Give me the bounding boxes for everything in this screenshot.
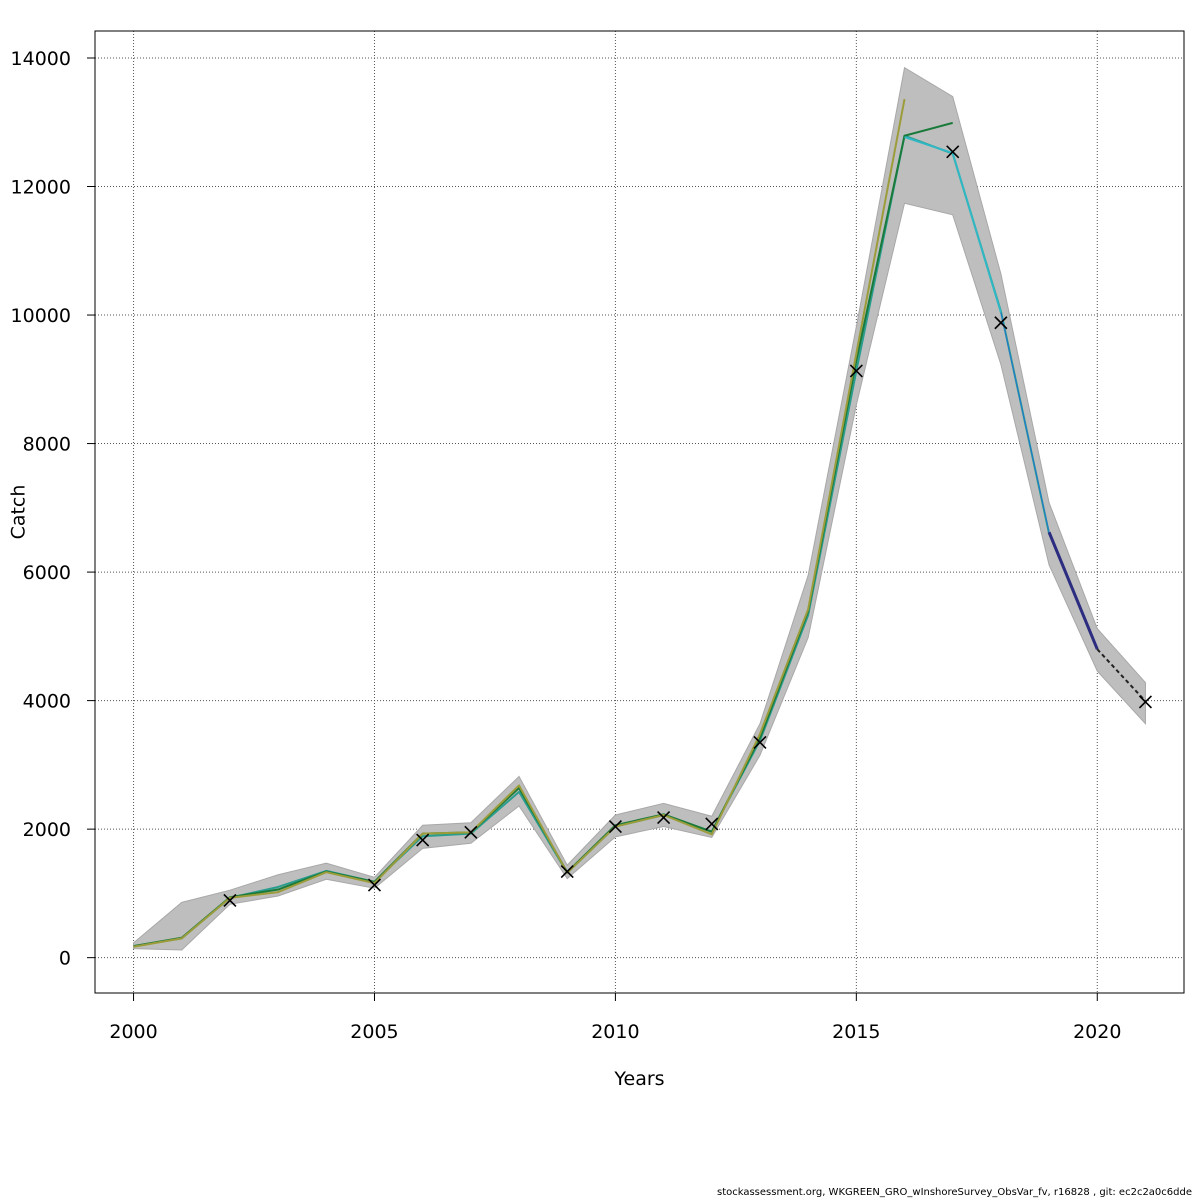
observation-point <box>416 833 430 847</box>
observation-mark <box>416 833 430 847</box>
y-axis-label: Catch <box>8 485 30 540</box>
observation-mark <box>608 819 622 834</box>
observation-mark <box>994 316 1008 330</box>
x-tick-label: 2020 <box>1073 1021 1121 1043</box>
series-line-3 <box>133 98 906 948</box>
x-tick-label: 2015 <box>832 1021 880 1043</box>
observation-mark <box>753 735 767 749</box>
observation-point <box>367 878 382 892</box>
y-tick-label: 10000 <box>11 305 71 327</box>
series-line-4 <box>904 136 1002 313</box>
y-tick-label: 4000 <box>23 691 71 713</box>
y-tick-label: 6000 <box>23 562 71 584</box>
observation-point <box>994 316 1008 330</box>
observation-point <box>753 735 767 749</box>
x-tick-label: 2010 <box>591 1021 639 1043</box>
series-line-5 <box>1000 312 1050 533</box>
observation-point <box>849 364 863 378</box>
series-line-7 <box>1096 648 1147 702</box>
observation-point <box>560 864 574 879</box>
confidence-band <box>133 66 1146 951</box>
y-tick-label: 0 <box>59 948 71 970</box>
series-line-1 <box>133 134 1051 948</box>
y-tick-label: 8000 <box>23 434 71 456</box>
observation-mark <box>464 825 478 839</box>
observation-mark <box>946 145 960 159</box>
observation-mark <box>560 864 574 879</box>
observation-point <box>946 145 960 159</box>
observation-point <box>608 819 622 834</box>
y-tick-label: 2000 <box>23 819 71 841</box>
series-line-6 <box>1047 531 1099 650</box>
observation-mark <box>705 817 719 831</box>
plot-frame <box>94 30 1185 994</box>
observation-point <box>705 817 719 831</box>
x-tick-label: 2000 <box>109 1021 157 1043</box>
x-axis-label: Years <box>613 1068 664 1090</box>
footer-credit: stockassessment.org, WKGREEN_GRO_wInshor… <box>716 1187 1192 1198</box>
observation-point <box>1138 695 1153 709</box>
x-tick-label: 2005 <box>350 1021 398 1043</box>
y-tick-label: 14000 <box>11 48 71 70</box>
observation-mark <box>849 364 863 378</box>
observation-mark <box>657 810 671 825</box>
observation-point <box>223 893 237 908</box>
observation-mark <box>367 878 382 892</box>
observation-mark <box>223 893 237 908</box>
observation-point <box>657 810 671 825</box>
observation-point <box>464 825 478 839</box>
observation-mark <box>1138 695 1153 709</box>
y-tick-label: 12000 <box>11 177 71 199</box>
